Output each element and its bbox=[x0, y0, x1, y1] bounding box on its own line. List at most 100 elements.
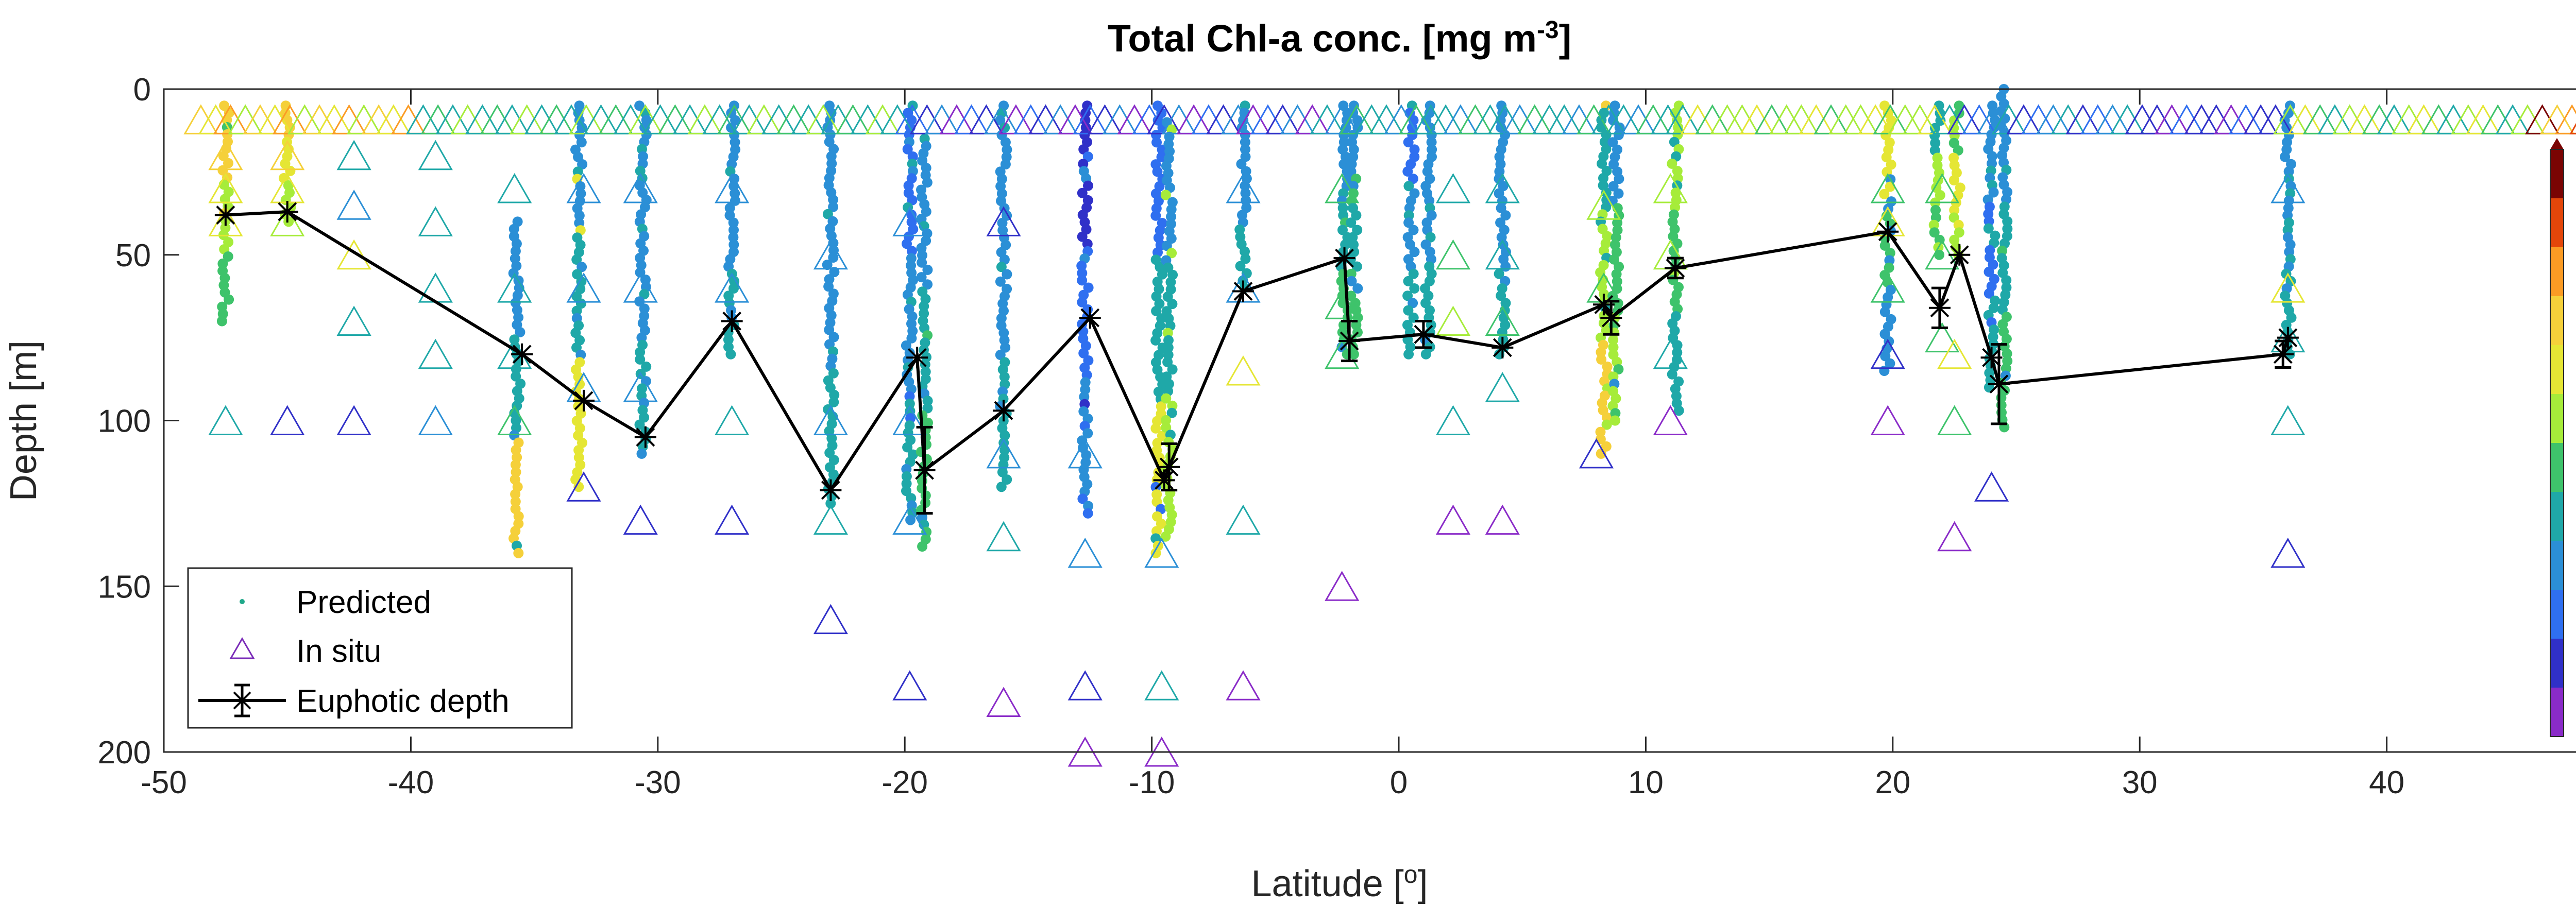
in-situ-marker bbox=[2021, 104, 2056, 134]
in-situ-marker bbox=[2317, 104, 2352, 134]
in-situ-marker bbox=[715, 173, 750, 203]
in-situ-marker bbox=[1870, 405, 1905, 435]
predicted-point bbox=[1403, 276, 1414, 286]
in-situ-marker bbox=[1435, 305, 1471, 336]
predicted-point bbox=[828, 368, 839, 379]
y-tick-label: 0 bbox=[133, 72, 151, 108]
predicted-point bbox=[1000, 159, 1011, 169]
x-axis-label: Latitude [o] bbox=[1251, 861, 1428, 905]
predicted-point bbox=[1425, 232, 1436, 243]
in-situ-marker bbox=[2154, 104, 2190, 134]
axis-labels: Latitude [o] Depth [m] bbox=[3, 340, 1428, 904]
euphotic-point bbox=[721, 310, 743, 332]
predicted-point bbox=[902, 238, 912, 249]
predicted-point bbox=[1948, 152, 1959, 163]
in-situ-marker bbox=[623, 504, 658, 535]
in-situ-marker bbox=[510, 104, 545, 134]
in-situ-marker bbox=[1144, 670, 1179, 700]
euphotic-point bbox=[1158, 456, 1180, 478]
predicted-point bbox=[283, 216, 294, 227]
in-situ-marker bbox=[939, 104, 974, 134]
predicted-point bbox=[728, 232, 739, 243]
colorbar-segment bbox=[2550, 345, 2564, 395]
in-situ-marker bbox=[1435, 504, 1471, 535]
predicted-point bbox=[996, 262, 1007, 272]
predicted-point bbox=[1352, 115, 1363, 126]
predicted-point bbox=[728, 239, 739, 250]
in-situ-marker bbox=[336, 190, 371, 220]
colorbar-segment bbox=[2550, 639, 2564, 688]
legend-predicted-marker bbox=[240, 599, 245, 604]
colorbar-segment bbox=[2550, 541, 2564, 590]
x-tick-label: -40 bbox=[388, 765, 434, 800]
predicted-point bbox=[1160, 531, 1171, 542]
in-situ-marker bbox=[1653, 405, 1688, 435]
predicted-point bbox=[511, 415, 521, 426]
predicted-point bbox=[728, 225, 739, 235]
predicted-point bbox=[1150, 335, 1161, 346]
predicted-point bbox=[1403, 181, 1414, 192]
predicted-point bbox=[641, 361, 652, 372]
predicted-point bbox=[823, 281, 834, 292]
predicted-point bbox=[825, 498, 836, 509]
predicted-point bbox=[1932, 152, 1943, 163]
in-situ-marker bbox=[776, 104, 811, 134]
predicted-point bbox=[1166, 233, 1177, 244]
predicted-point bbox=[724, 202, 735, 213]
x-tick-label: 40 bbox=[2369, 765, 2404, 800]
in-situ-marker bbox=[1784, 104, 1819, 134]
predicted-point bbox=[996, 313, 1007, 323]
in-situ-marker bbox=[1843, 104, 1878, 134]
colorbar-segment bbox=[2550, 296, 2564, 346]
predicted-point bbox=[1077, 297, 1088, 307]
in-situ-marker bbox=[2510, 104, 2545, 134]
in-situ-marker bbox=[1265, 104, 1300, 134]
euphotic-point bbox=[1232, 280, 1254, 302]
in-situ-marker bbox=[270, 140, 305, 170]
euphotic-point bbox=[1079, 307, 1101, 329]
predicted-point bbox=[1240, 253, 1251, 264]
in-situ-marker bbox=[1250, 104, 1285, 134]
predicted-point bbox=[916, 272, 927, 283]
predicted-point bbox=[513, 511, 524, 522]
in-situ-marker bbox=[332, 104, 367, 134]
predicted-point bbox=[1601, 325, 1612, 336]
in-situ-marker bbox=[892, 670, 927, 700]
in-situ-marker bbox=[1191, 104, 1226, 134]
predicted-point bbox=[822, 209, 833, 219]
euphotic-point bbox=[913, 459, 936, 482]
predicted-point bbox=[901, 486, 911, 497]
predicted-point bbox=[902, 144, 913, 155]
predicted-point bbox=[1083, 501, 1094, 511]
in-situ-marker bbox=[1226, 173, 1261, 203]
predicted-point bbox=[995, 115, 1006, 126]
predicted-point bbox=[1409, 144, 1420, 155]
predicted-point bbox=[1613, 188, 1624, 199]
predicted-point bbox=[510, 496, 521, 507]
legend-in-situ-label: In situ bbox=[296, 634, 381, 669]
in-situ-marker bbox=[1226, 670, 1261, 700]
predicted-point bbox=[576, 137, 587, 148]
in-situ-marker bbox=[1739, 104, 1774, 134]
in-situ-marker bbox=[583, 104, 619, 134]
predicted-point bbox=[1151, 130, 1162, 141]
in-situ-marker bbox=[892, 504, 927, 535]
in-situ-marker bbox=[1710, 104, 1745, 134]
predicted-point bbox=[571, 305, 582, 316]
in-situ-marker bbox=[2270, 537, 2306, 568]
predicted-point bbox=[2282, 137, 2292, 148]
in-situ-marker bbox=[1310, 104, 1345, 134]
predicted-point bbox=[1403, 210, 1414, 221]
predicted-point bbox=[1077, 275, 1088, 286]
legend-euphotic-label: Euphotic depth bbox=[296, 683, 510, 719]
predicted-point bbox=[730, 188, 740, 199]
predicted-point bbox=[901, 471, 912, 482]
predicted-point bbox=[1984, 288, 1994, 299]
in-situ-marker bbox=[1226, 355, 1261, 386]
predicted-point bbox=[904, 391, 915, 402]
predicted-point bbox=[510, 246, 521, 257]
in-situ-marker bbox=[1925, 173, 1960, 203]
predicted-point bbox=[906, 209, 917, 220]
predicted-point bbox=[1151, 489, 1162, 500]
predicted-point bbox=[1954, 100, 1964, 111]
